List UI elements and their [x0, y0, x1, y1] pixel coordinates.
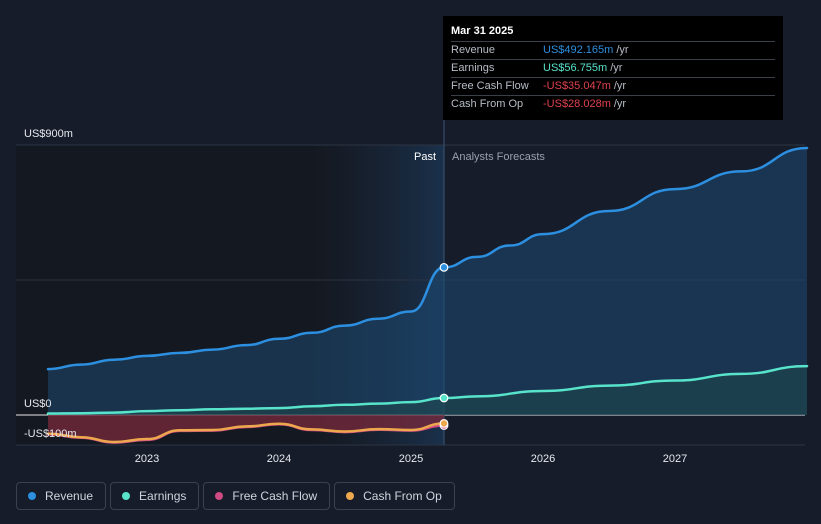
x-tick-label: 2026	[531, 453, 555, 465]
legend-dot-icon	[28, 492, 36, 500]
tooltip-value: US$56.755m	[543, 62, 608, 74]
tooltip-label: Earnings	[451, 62, 495, 74]
earnings-area	[48, 366, 807, 415]
tooltip-unit: /yr	[613, 98, 627, 110]
tooltip-value: -US$35.047m	[543, 80, 611, 92]
legend-label: Revenue	[45, 489, 94, 503]
x-tick-label: 2023	[135, 453, 159, 465]
tooltip-unit: /yr	[616, 44, 629, 56]
forecast-label: Analysts Forecasts	[452, 151, 545, 163]
tooltip-label: Cash From Op	[451, 98, 524, 110]
y-tick-label: US$0	[24, 398, 52, 410]
legend-label: Cash From Op	[363, 489, 442, 503]
legend-item-free-cash-flow[interactable]: Free Cash Flow	[203, 482, 331, 510]
past-label: Past	[414, 151, 436, 163]
earnings-point	[439, 393, 449, 403]
legend-item-cash-from-op[interactable]: Cash From Op	[334, 482, 455, 510]
legend-dot-icon	[346, 492, 355, 500]
revenue-area	[48, 148, 807, 415]
tooltip-row-revenue: Revenue US$492.165m /yr	[451, 41, 775, 59]
tooltip-row-earnings: Earnings US$56.755m /yr	[451, 59, 775, 77]
tooltip-row-free-cash-flow: Free Cash Flow -US$35.047m /yr	[451, 77, 775, 95]
tooltip-box: Mar 31 2025 Revenue US$492.165m /yr Earn…	[443, 16, 783, 120]
tooltip-row-cash-from-op: Cash From Op -US$28.028m /yr	[451, 95, 775, 113]
cash-from-op-point	[439, 419, 449, 428]
legend-item-earnings[interactable]: Earnings	[110, 482, 200, 510]
tooltip-label: Revenue	[451, 44, 496, 56]
cash-from-op-line	[46, 422, 446, 444]
revenue-line	[46, 146, 809, 371]
tooltip-value: -US$28.028m	[543, 98, 611, 110]
free-cash-flow-area	[48, 415, 444, 443]
x-tick-label: 2025	[399, 453, 423, 465]
revenue-point	[439, 262, 449, 272]
legend-label: Free Cash Flow	[232, 489, 318, 503]
tooltip-label: Free Cash Flow	[451, 80, 529, 92]
earnings-line	[46, 364, 809, 415]
legend-item-revenue[interactable]: Revenue	[16, 482, 107, 510]
legend-label: Earnings	[139, 489, 187, 503]
tooltip-unit: /yr	[613, 80, 627, 92]
legend-dot-icon	[122, 492, 131, 500]
x-tick-label: 2027	[663, 453, 687, 465]
tooltip-date: Mar 31 2025	[451, 25, 514, 37]
y-tick-label: -US$100m	[24, 428, 77, 440]
legend: Revenue Earnings Free Cash Flow Cash Fro…	[16, 482, 455, 510]
tooltip-unit: /yr	[610, 62, 623, 74]
x-tick-label: 2024	[267, 453, 291, 465]
y-tick-label: US$900m	[24, 128, 73, 140]
tooltip-value: US$492.165m	[543, 44, 614, 56]
chart-area: US$900m US$0 -US$100m 2023 2024 2025 2026 2027 P…	[16, 16, 809, 465]
legend-dot-icon	[215, 492, 224, 500]
